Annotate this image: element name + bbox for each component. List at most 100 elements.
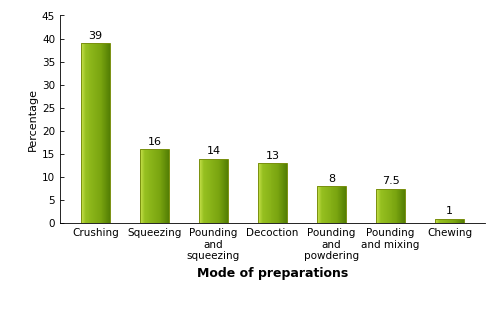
Bar xyxy=(94,43,96,223)
Bar xyxy=(272,163,274,223)
Bar xyxy=(318,186,319,223)
Bar xyxy=(260,163,262,223)
Bar xyxy=(200,159,202,223)
Bar xyxy=(438,219,439,223)
Bar xyxy=(102,43,104,223)
Bar xyxy=(264,163,266,223)
Bar xyxy=(274,163,276,223)
Bar xyxy=(227,159,228,223)
Bar xyxy=(376,188,377,223)
Bar xyxy=(437,219,438,223)
Bar xyxy=(204,159,206,223)
Text: 16: 16 xyxy=(148,137,162,147)
Bar xyxy=(222,159,224,223)
Bar xyxy=(330,186,332,223)
Bar xyxy=(86,43,88,223)
Bar xyxy=(452,219,454,223)
Bar xyxy=(380,188,382,223)
Bar xyxy=(435,219,464,223)
Bar xyxy=(444,219,446,223)
Bar xyxy=(142,149,144,223)
Bar xyxy=(165,149,166,223)
Bar xyxy=(286,163,288,223)
Bar xyxy=(152,149,154,223)
Bar xyxy=(106,43,108,223)
Text: 1: 1 xyxy=(446,206,453,216)
Bar xyxy=(316,186,318,223)
Bar xyxy=(140,149,141,223)
Bar xyxy=(268,163,270,223)
Bar xyxy=(270,163,272,223)
Bar xyxy=(384,188,386,223)
Bar xyxy=(442,219,444,223)
Bar xyxy=(282,163,284,223)
Bar xyxy=(90,43,92,223)
Bar xyxy=(435,219,436,223)
Bar xyxy=(402,188,404,223)
Bar xyxy=(154,149,156,223)
Bar xyxy=(336,186,338,223)
Bar xyxy=(342,186,344,223)
Bar xyxy=(148,149,150,223)
Bar xyxy=(84,43,86,223)
Bar xyxy=(340,186,342,223)
Bar xyxy=(448,219,450,223)
Bar xyxy=(450,219,452,223)
Bar xyxy=(107,43,108,223)
Text: 13: 13 xyxy=(266,151,280,161)
Bar xyxy=(224,159,226,223)
Bar xyxy=(334,186,336,223)
Bar xyxy=(400,188,402,223)
Bar xyxy=(332,186,334,223)
Bar xyxy=(212,159,214,223)
Bar xyxy=(382,188,384,223)
Bar xyxy=(156,149,158,223)
Bar xyxy=(198,159,228,223)
Bar xyxy=(216,159,218,223)
Bar xyxy=(144,149,146,223)
Bar xyxy=(198,159,200,223)
Text: 7.5: 7.5 xyxy=(382,176,400,186)
Bar xyxy=(446,219,448,223)
Bar xyxy=(436,219,437,223)
Bar xyxy=(378,188,380,223)
Bar xyxy=(377,188,378,223)
Bar xyxy=(454,219,456,223)
Bar xyxy=(378,188,379,223)
Bar xyxy=(202,159,203,223)
Bar xyxy=(344,186,346,223)
Bar xyxy=(318,186,320,223)
Bar xyxy=(167,149,168,223)
Bar xyxy=(326,186,328,223)
Bar xyxy=(392,188,394,223)
Bar xyxy=(440,219,441,223)
Text: 8: 8 xyxy=(328,174,335,184)
Bar xyxy=(388,188,390,223)
Bar xyxy=(100,43,102,223)
Bar xyxy=(462,219,464,223)
Bar xyxy=(266,163,268,223)
X-axis label: Mode of preparations: Mode of preparations xyxy=(197,267,348,280)
Bar xyxy=(82,43,84,223)
Bar xyxy=(98,43,100,223)
Bar xyxy=(208,159,210,223)
Bar xyxy=(92,43,94,223)
Bar xyxy=(105,43,106,223)
Bar xyxy=(390,188,392,223)
Bar xyxy=(226,159,228,223)
Bar xyxy=(150,149,152,223)
Bar xyxy=(164,149,166,223)
Text: 14: 14 xyxy=(206,146,220,156)
Bar xyxy=(206,159,208,223)
Bar xyxy=(104,43,106,223)
Bar xyxy=(210,159,212,223)
Bar xyxy=(394,188,396,223)
Bar xyxy=(80,43,82,223)
Bar xyxy=(109,43,110,223)
Bar xyxy=(262,163,264,223)
Bar xyxy=(386,188,388,223)
Bar xyxy=(322,186,324,223)
Bar xyxy=(324,186,326,223)
Bar xyxy=(328,186,330,223)
Bar xyxy=(278,163,280,223)
